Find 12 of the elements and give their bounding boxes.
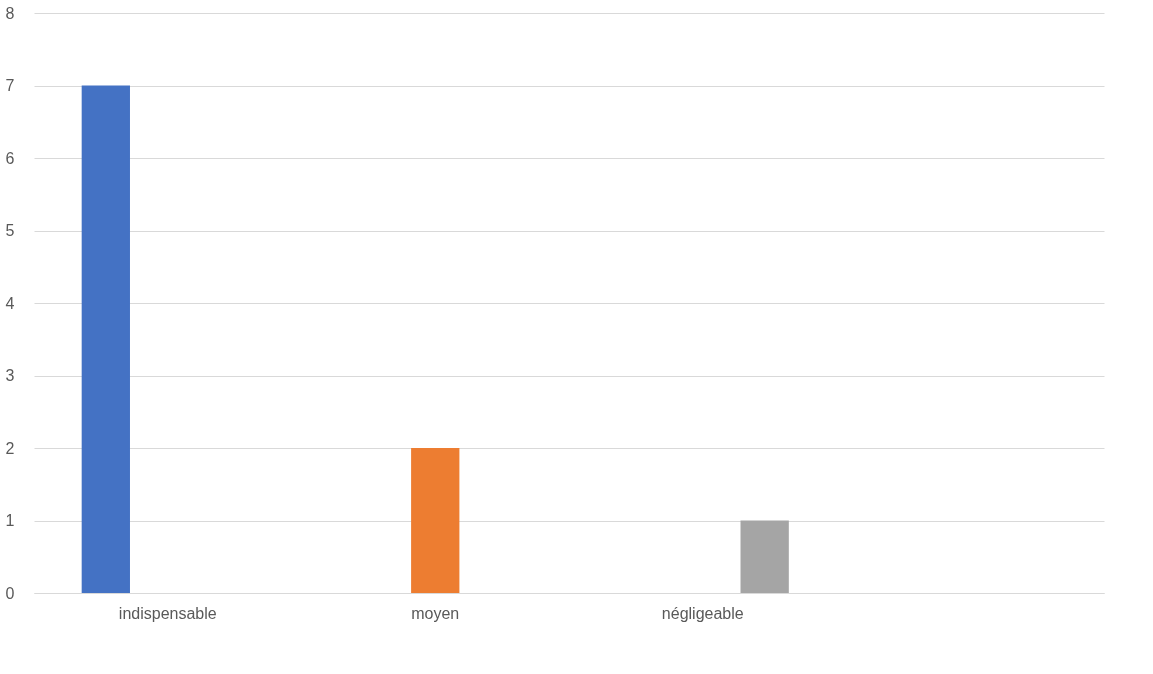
- x-tick-label: moyen: [411, 604, 460, 622]
- y-tick-label: 0: [5, 584, 15, 602]
- y-tick-label: 1: [5, 512, 15, 529]
- y-tick-label: 2: [5, 439, 15, 457]
- x-tick-label: négligeable: [661, 604, 744, 622]
- x-tick-label: indispensable: [118, 604, 217, 622]
- y-tick-label: 6: [5, 149, 15, 167]
- y-tick-label: 7: [5, 77, 15, 94]
- y-tick-label: 4: [5, 294, 15, 312]
- y-tick-label: 3: [5, 367, 15, 384]
- y-tick-label: 8: [5, 4, 15, 22]
- y-tick-label: 5: [5, 222, 15, 239]
